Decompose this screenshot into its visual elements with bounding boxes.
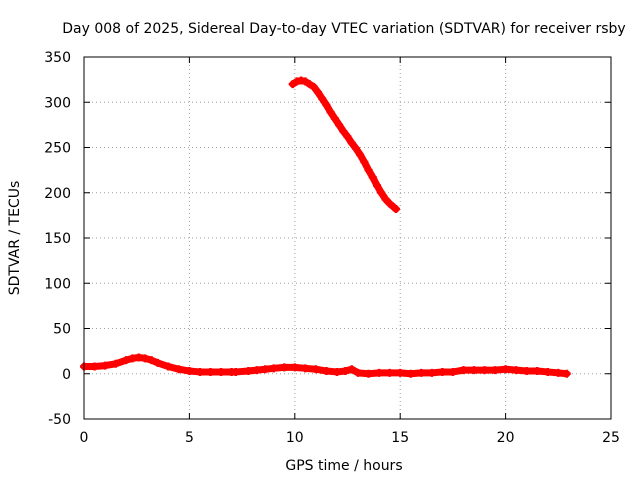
data-point	[501, 365, 510, 374]
data-point	[185, 367, 194, 376]
y-tick-label: 350	[44, 50, 71, 66]
data-point	[406, 369, 415, 378]
data-point	[385, 368, 394, 377]
y-axis-title: SDTVAR / TECUs	[7, 181, 23, 296]
data-point	[206, 367, 215, 376]
data-point	[261, 365, 270, 374]
data-point	[554, 368, 563, 377]
data-point	[288, 80, 297, 89]
data-point	[427, 368, 436, 377]
data-point	[364, 369, 373, 378]
x-tick-label: 10	[286, 430, 304, 446]
series-1	[288, 76, 400, 214]
data-point	[195, 367, 204, 376]
grid-lines	[84, 57, 611, 419]
y-tick-label: 50	[53, 322, 71, 338]
data-point	[301, 364, 310, 373]
data-point	[381, 195, 390, 204]
data-point	[141, 354, 150, 363]
data-point	[322, 367, 331, 376]
x-axis-title: GPS time / hours	[285, 458, 402, 474]
data-point	[385, 199, 394, 208]
x-tick-label: 20	[497, 430, 515, 446]
data-point	[459, 366, 468, 375]
data-point	[343, 132, 352, 141]
x-tick-label: 5	[185, 430, 194, 446]
data-point	[438, 367, 447, 376]
x-tick-label: 15	[391, 430, 409, 446]
data-point	[90, 362, 99, 371]
series-0	[80, 353, 571, 378]
y-tick-label: 0	[62, 367, 71, 383]
y-tick-label: 250	[44, 141, 71, 157]
data-point	[469, 366, 478, 375]
data-point	[174, 365, 183, 374]
data-point	[301, 77, 310, 86]
data-point	[313, 88, 322, 97]
data-point	[377, 188, 386, 197]
data-point	[448, 367, 457, 376]
data-point	[360, 157, 369, 166]
data-point	[417, 368, 426, 377]
data-point	[269, 364, 278, 373]
data-point	[244, 367, 253, 376]
x-tick-label: 25	[602, 430, 620, 446]
plot-frame	[83, 56, 612, 420]
data-point	[122, 356, 131, 365]
data-point	[309, 82, 318, 91]
data-point	[153, 358, 162, 367]
y-tick-label: 100	[44, 276, 71, 292]
y-tick-label: -50	[48, 412, 71, 428]
data-point	[252, 366, 261, 375]
data-point	[347, 365, 356, 374]
data-point	[335, 120, 344, 129]
data-point	[280, 363, 289, 372]
data-point	[101, 361, 110, 370]
data-point	[217, 367, 226, 376]
data-point	[347, 138, 356, 147]
x-tick-label: 0	[80, 430, 89, 446]
data-point	[351, 144, 360, 153]
data-point	[480, 366, 489, 375]
chart-title: Day 008 of 2025, Sidereal Day-to-day VTE…	[62, 21, 625, 37]
data-point	[318, 94, 327, 103]
data-point	[111, 359, 120, 368]
data-point	[491, 366, 500, 375]
data-point	[368, 173, 377, 182]
data-point	[375, 368, 384, 377]
data-point	[562, 369, 571, 378]
data-point	[391, 205, 400, 214]
data-point	[364, 166, 373, 175]
data-point	[332, 367, 341, 376]
data-point	[354, 368, 363, 377]
data-points	[80, 76, 571, 378]
data-point	[147, 356, 156, 365]
data-point	[311, 365, 320, 374]
data-point	[341, 367, 350, 376]
data-point	[164, 362, 173, 371]
data-point	[305, 80, 314, 89]
data-point	[339, 127, 348, 136]
y-tick-label: 200	[44, 186, 71, 202]
data-point	[322, 100, 331, 109]
data-point	[522, 367, 531, 376]
y-tick-label: 300	[44, 95, 71, 111]
data-point	[231, 367, 240, 376]
data-point	[512, 366, 521, 375]
data-point	[330, 114, 339, 123]
data-point	[543, 367, 552, 376]
y-tick-label: 150	[44, 231, 71, 247]
data-point	[533, 367, 542, 376]
data-point	[290, 363, 299, 372]
data-point	[326, 108, 335, 117]
data-point	[396, 368, 405, 377]
data-point	[356, 150, 365, 159]
data-point	[373, 181, 382, 190]
